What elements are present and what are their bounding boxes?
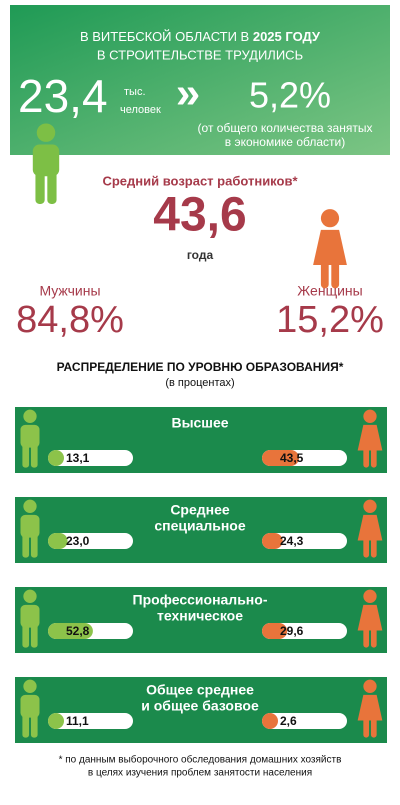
pill-label: 2,6 <box>280 714 297 728</box>
level-name: и общее базовое <box>141 698 259 714</box>
pill-label: 24,3 <box>280 534 304 548</box>
men-label: Мужчины <box>39 283 100 299</box>
age-value: 43,6 <box>153 189 246 242</box>
workers-unit: тыс. <box>124 86 146 98</box>
level-name: техническое <box>157 608 243 624</box>
level-panel <box>15 677 387 743</box>
pill-label: 43,5 <box>280 451 304 465</box>
header-panel <box>10 5 390 155</box>
age-unit: года <box>187 248 214 262</box>
women-label: Женщины <box>297 283 362 299</box>
women-value: 15,2% <box>276 299 384 341</box>
footnote: в целях изучения проблем занятости насел… <box>88 767 312 779</box>
footnote: * по данным выборочного обследования дом… <box>59 754 342 766</box>
pill-fill <box>48 450 64 466</box>
level-name: Общее среднее <box>146 682 254 698</box>
level-name: Высшее <box>171 415 228 431</box>
level-name: Профессионально- <box>133 592 268 608</box>
share-value: 5,2% <box>249 75 331 116</box>
arrow: » <box>176 69 200 118</box>
title-part: В ВИТЕБСКОЙ ОБЛАСТИ В <box>80 29 249 44</box>
pill <box>262 533 347 549</box>
level-name: специальное <box>154 518 246 534</box>
pill-fill <box>262 623 288 639</box>
pill-label: 23,0 <box>66 534 90 548</box>
title-year: 2025 ГОДУ <box>253 29 321 44</box>
workers-unit: человек <box>120 104 161 116</box>
pill-fill <box>262 533 283 549</box>
pill-label: 52,8 <box>66 624 90 638</box>
pill <box>48 713 133 729</box>
pill <box>262 713 347 729</box>
header-title: В ВИТЕБСКОЙ ОБЛАСТИ В 2025 ГОДУ <box>80 29 321 44</box>
workers-value: 23,4 <box>18 70 108 122</box>
education-subtitle: (в процентах) <box>165 377 234 389</box>
pill-fill <box>48 713 64 729</box>
header-title: В СТРОИТЕЛЬСТВЕ ТРУДИЛИСЬ <box>97 47 303 62</box>
pill-fill <box>262 713 278 729</box>
pill-label: 29,6 <box>280 624 304 638</box>
pill <box>48 533 133 549</box>
woman-icon <box>313 209 347 289</box>
men-value: 84,8% <box>16 299 124 341</box>
level-name: Среднее <box>170 502 230 518</box>
level-panel <box>15 497 387 563</box>
pill-fill <box>48 623 93 639</box>
pill-label: 11,1 <box>66 714 89 728</box>
level-panel <box>15 587 387 653</box>
share-note: (от общего количества занятых <box>198 121 373 135</box>
pill-label: 13,1 <box>66 451 90 465</box>
education-title: РАСПРЕДЕЛЕНИЕ ПО УРОВНЮ ОБРАЗОВАНИЯ* <box>57 360 344 374</box>
share-note: в экономике области) <box>225 135 345 149</box>
pill-fill <box>48 533 68 549</box>
age-label: Средний возраст работников* <box>102 173 298 188</box>
pill <box>48 450 133 466</box>
pill-fill <box>262 450 299 466</box>
